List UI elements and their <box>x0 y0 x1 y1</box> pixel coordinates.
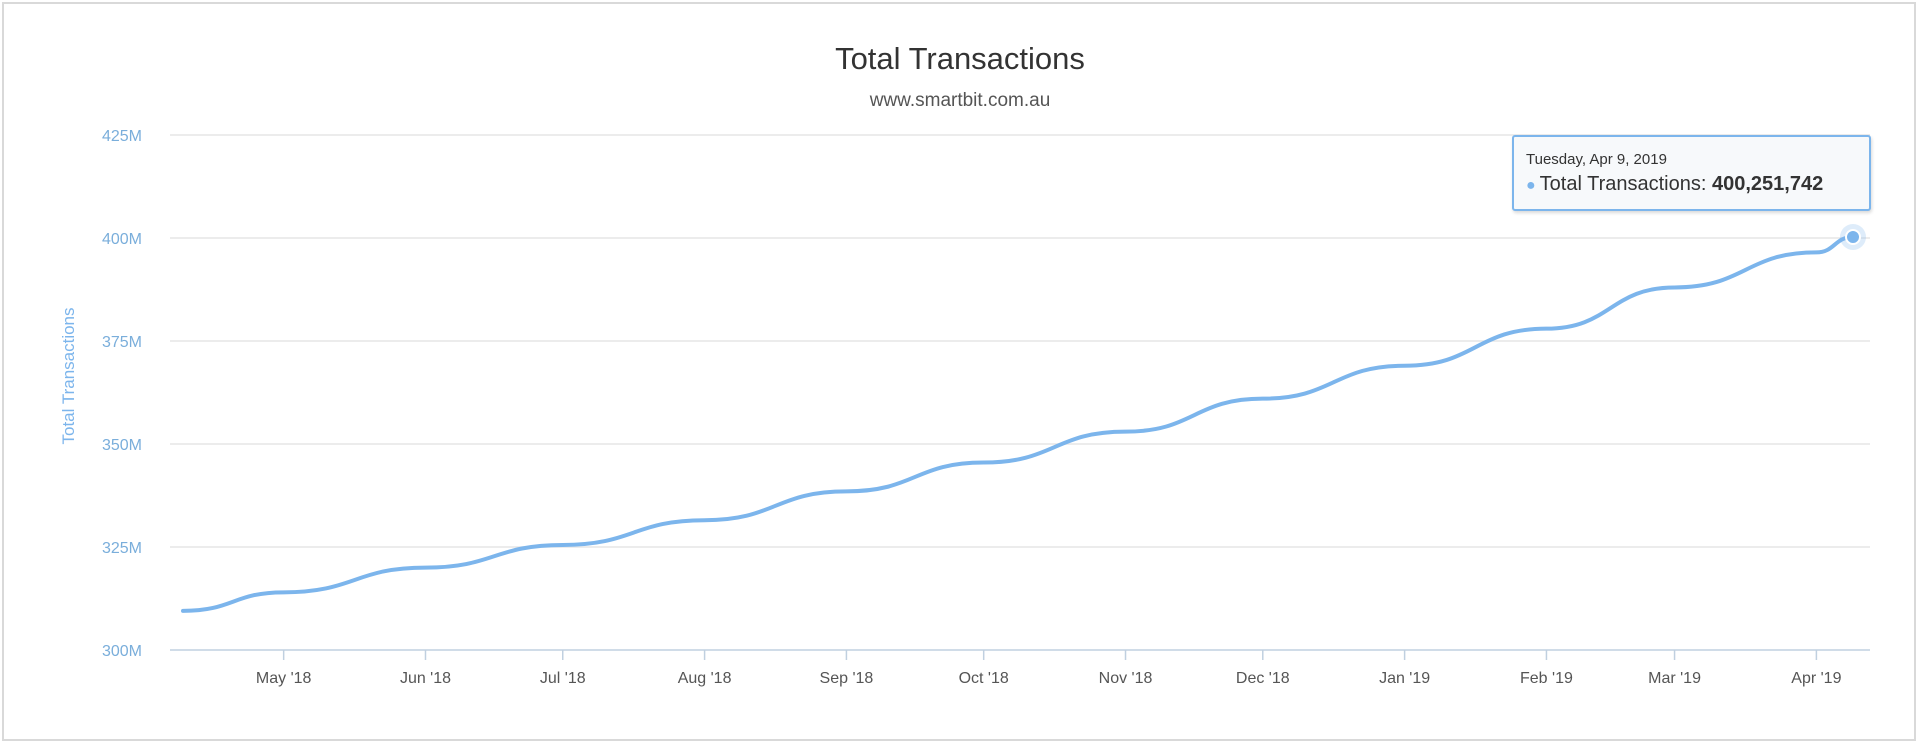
tooltip-series-label: Total Transactions: <box>1539 173 1707 195</box>
chart-subtitle: www.smartbit.com.au <box>869 90 1051 111</box>
y-tick-label: 375M <box>102 334 142 351</box>
y-axis-label: Total Transactions <box>59 307 78 444</box>
tooltip-row: ● Total Transactions: 400,251,742 <box>1526 173 1857 196</box>
y-tick-label: 400M <box>102 231 142 248</box>
x-tick-label: Jan '19 <box>1379 670 1430 687</box>
x-tick-label: Sep '18 <box>820 670 874 687</box>
x-tick-label: May '18 <box>256 670 312 687</box>
y-tick-label: 425M <box>102 128 142 145</box>
x-tick-label: Apr '19 <box>1791 670 1841 687</box>
x-tick-label: Nov '18 <box>1099 670 1153 687</box>
data-point-marker <box>1845 228 1861 245</box>
tooltip-value: 400,251,742 <box>1711 173 1824 195</box>
y-tick-label: 300M <box>102 643 142 660</box>
x-tick-label: Feb '19 <box>1520 670 1573 687</box>
y-tick-label: 325M <box>102 540 142 557</box>
x-tick-label: Aug '18 <box>678 670 732 687</box>
tooltip: Tuesday, Apr 9, 2019 ● Total Transactions… <box>1512 135 1871 211</box>
x-tick-label: Jun '18 <box>400 670 451 687</box>
y-tick-label: 350M <box>102 437 142 454</box>
axes: 300M 325M 350M 375M 400M 425M May '18 Jun '18 Ju… <box>102 128 1870 687</box>
series-layer <box>181 223 1866 613</box>
tooltip-date: Tuesday, Apr 9, 2019 <box>1526 151 1667 168</box>
series-line <box>181 234 1855 613</box>
x-tick-label: Jul '18 <box>540 670 586 687</box>
x-tick-label: Dec '18 <box>1236 670 1290 687</box>
x-tick-label: Oct '18 <box>959 670 1009 687</box>
x-tick-label: Mar '19 <box>1648 670 1701 687</box>
chart-title: Total Transactions <box>835 41 1085 76</box>
series-dot-icon: ● <box>1526 177 1536 194</box>
